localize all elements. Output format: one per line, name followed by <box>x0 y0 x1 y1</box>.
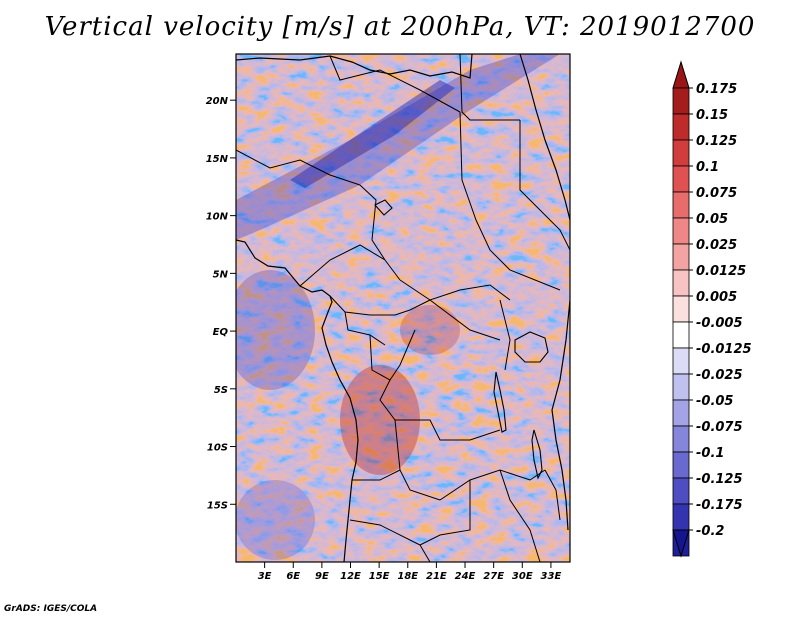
x-tick-label: 12E <box>340 571 361 582</box>
colorbar-label: -0.125 <box>696 472 743 487</box>
colorbar-label: 0.125 <box>696 134 737 149</box>
lake-chad <box>374 199 393 216</box>
colorbar-swatch <box>672 165 690 193</box>
x-tick-label: 33E <box>541 571 562 582</box>
country-borders <box>236 54 570 562</box>
colorbar-label: -0.025 <box>696 368 743 383</box>
atlantic-descent-region <box>236 270 315 390</box>
colorbar-label: -0.05 <box>696 394 733 409</box>
y-tick-label: 10N <box>206 212 229 223</box>
colorbar-label: 0.05 <box>696 212 728 227</box>
y-tick-label: 20N <box>206 96 229 107</box>
x-tick-label: 18E <box>397 571 418 582</box>
colorbar-swatch <box>672 425 690 453</box>
colorbar-bottom-arrow <box>672 529 690 558</box>
colorbar-label: 0.0125 <box>696 264 746 279</box>
colorbar-label: -0.0125 <box>696 342 752 357</box>
north-africa-coastline <box>236 54 473 79</box>
colorbar-label: 0.15 <box>696 108 728 123</box>
x-tick-label: 21E <box>426 571 447 582</box>
colorbar-label: 0.025 <box>696 238 737 253</box>
colorbar-label: -0.1 <box>696 446 724 461</box>
colorbar-swatch <box>672 139 690 167</box>
x-tick-label: 24E <box>455 571 476 582</box>
colorbar-label: -0.2 <box>696 524 724 539</box>
colorbar-swatch <box>672 113 690 141</box>
colorbar-swatch <box>672 87 690 115</box>
colorbar-swatch <box>672 373 690 401</box>
x-tick-label: 9E <box>315 571 329 582</box>
west-africa-coastline <box>236 239 359 562</box>
lake-malawi <box>531 429 543 480</box>
sahara-descent-band <box>236 54 560 240</box>
colorbar-swatch <box>672 477 690 505</box>
y-tick-label: 5N <box>213 269 229 280</box>
y-axis: 20N 15N 10N 5N EQ 5S 10S 15S <box>206 96 236 511</box>
east-congo-ascent-region <box>400 305 460 355</box>
x-axis: 3E 6E 9E 12E 15E 18E 21E 24E 27E 30E 33E <box>258 562 562 582</box>
colorbar-top-arrow <box>672 60 690 89</box>
colorbar-swatch <box>672 243 690 271</box>
colorbar-swatch <box>672 451 690 479</box>
colorbar-label: -0.175 <box>696 498 743 513</box>
x-tick-label: 30E <box>512 571 533 582</box>
colorbar-label: 0.005 <box>696 290 737 305</box>
y-tick-label: 10S <box>207 443 228 454</box>
grads-credit: GrADS: IGES/COLA <box>4 604 98 614</box>
congo-ascent-region <box>340 365 420 475</box>
colorbar-label: -0.075 <box>696 420 743 435</box>
velocity-field-texture <box>236 54 570 562</box>
sahara-descent-core <box>290 80 455 188</box>
colorbar-swatch <box>672 347 690 375</box>
southwest-descent-region <box>236 480 315 560</box>
y-tick-label: 15S <box>207 500 228 511</box>
colorbar-swatch <box>672 217 690 245</box>
red-sea-coastline <box>519 54 570 221</box>
lake-tanganyika <box>493 371 507 433</box>
chart-title: Vertical velocity [m/s] at 200hPa, VT: 2… <box>44 12 756 42</box>
map-frame <box>235 53 571 563</box>
colorbar-label: -0.005 <box>696 316 743 331</box>
colorbar-label: 0.175 <box>696 82 737 97</box>
lake-victoria <box>514 331 549 363</box>
colorbar-label: 0.1 <box>696 160 719 175</box>
colorbar-label: 0.075 <box>696 186 737 201</box>
colorbar-swatch <box>672 321 690 349</box>
y-tick-label: EQ <box>213 327 229 338</box>
colorbar-swatch <box>672 191 690 219</box>
colorbar-swatch <box>672 503 690 531</box>
y-tick-label: 5S <box>214 385 228 396</box>
y-tick-label: 15N <box>206 154 229 165</box>
east-africa-coastline <box>551 299 570 531</box>
x-tick-label: 15E <box>369 571 390 582</box>
colorbar: 0.175 0.15 0.125 0.1 0.075 0.05 0.025 0.0125 0.0… <box>672 60 752 558</box>
colorbar-swatch <box>672 269 690 297</box>
x-tick-label: 27E <box>483 571 504 582</box>
x-tick-label: 3E <box>258 571 272 582</box>
x-tick-label: 6E <box>286 571 300 582</box>
colorbar-swatch <box>672 399 690 427</box>
colorbar-swatch <box>672 295 690 323</box>
